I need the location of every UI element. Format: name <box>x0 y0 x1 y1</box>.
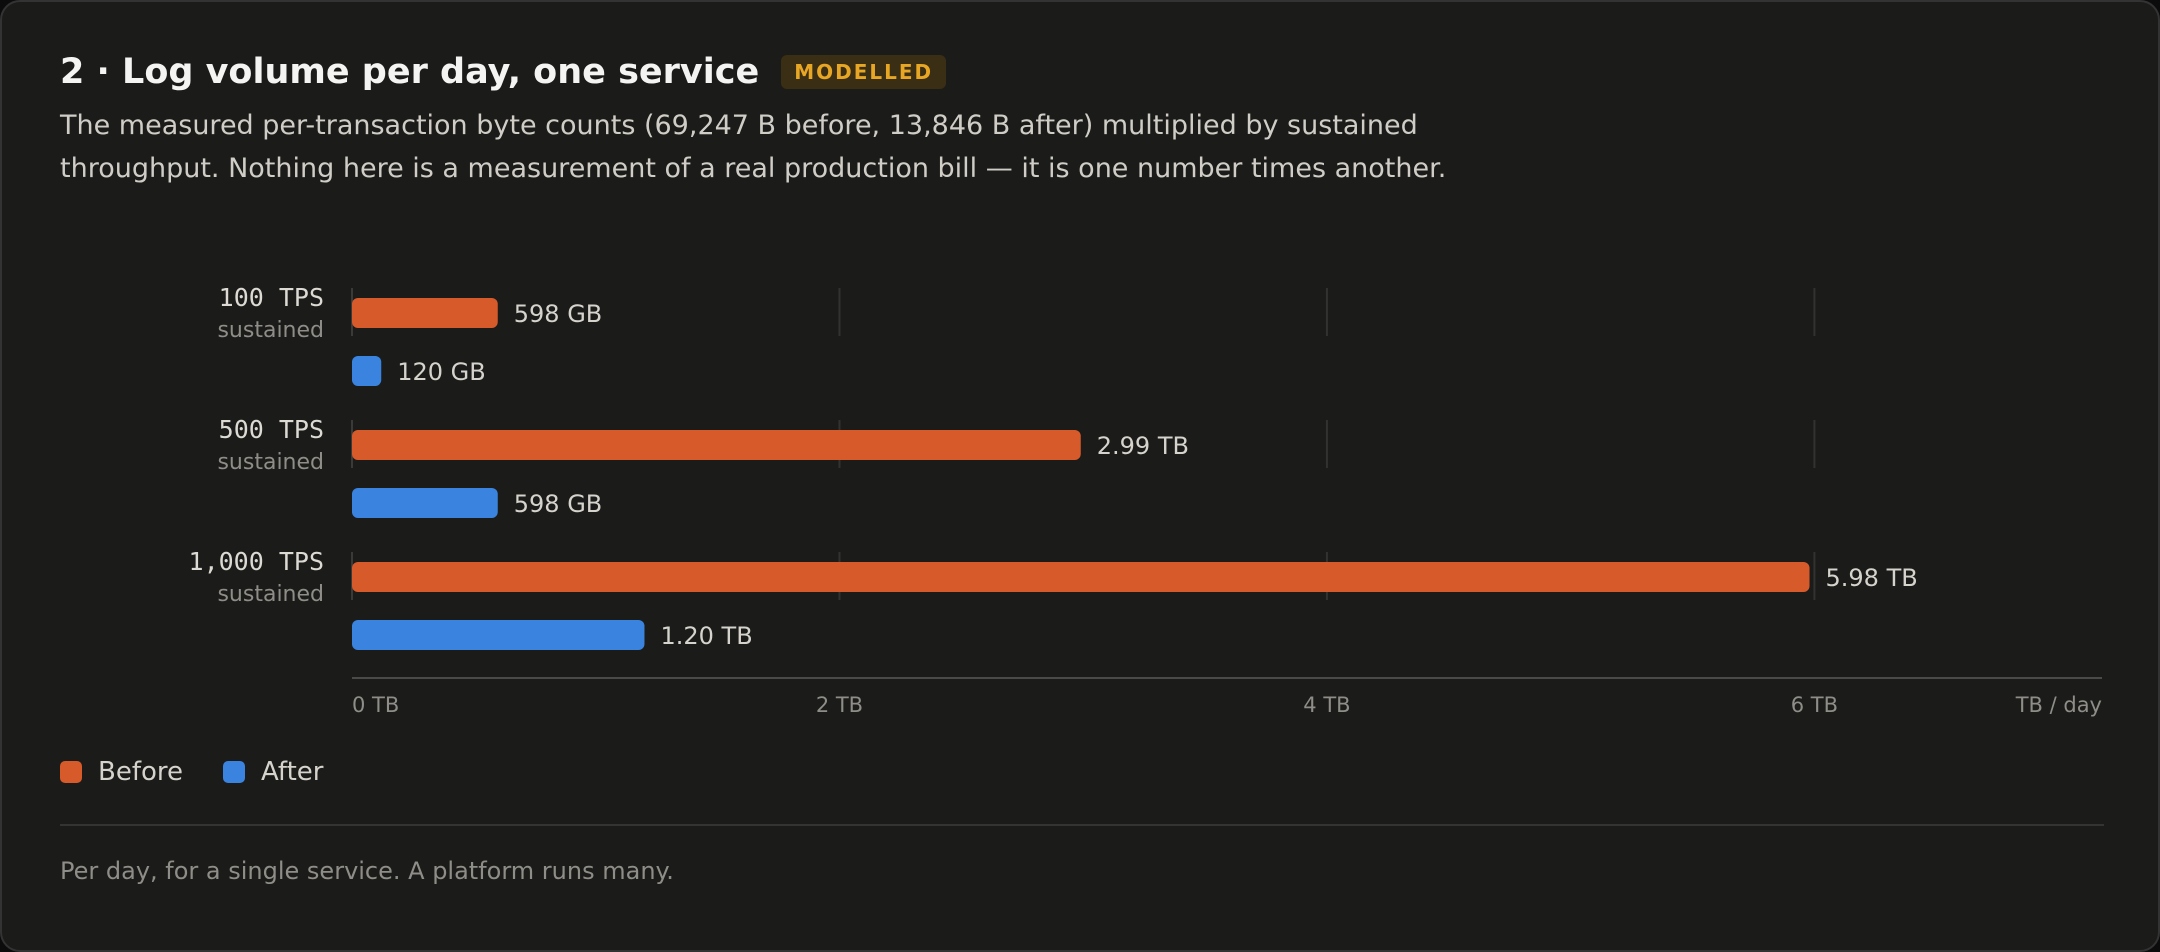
category-label: 1,000 TPS <box>189 547 324 576</box>
category-sublabel: sustained <box>217 450 324 475</box>
category-sublabel: sustained <box>217 318 324 343</box>
data-label: 5.98 TB <box>1826 564 1918 592</box>
tick-label: 0 TB <box>352 693 399 717</box>
tick-label: 6 TB <box>1791 693 1838 717</box>
bar-before <box>352 562 1810 592</box>
legend-label-after: After <box>261 757 324 787</box>
legend-label-before: Before <box>98 757 184 787</box>
legend: Before After <box>60 757 363 787</box>
legend-item-before: Before <box>60 757 183 787</box>
divider <box>60 824 2104 826</box>
legend-swatch-before <box>60 761 82 783</box>
card-header: 2 · Log volume per day, one service MODE… <box>60 52 947 92</box>
legend-item-after: After <box>223 757 323 787</box>
category-label: 100 TPS <box>219 283 324 312</box>
bar-chart: 100 TPS sustained 500 TPS sustained 1,000 TP… <box>189 283 2102 717</box>
category-sublabel: sustained <box>217 582 324 607</box>
chart-description: The measured per-transaction byte counts… <box>60 110 1447 184</box>
bar-before <box>352 298 498 328</box>
data-label: 120 GB <box>397 358 486 386</box>
data-label: 1.20 TB <box>660 622 752 650</box>
tick-label: 4 TB <box>1303 693 1350 717</box>
chart-title: 2 · Log volume per day, one service <box>60 52 760 92</box>
data-label: 598 GB <box>514 490 603 518</box>
data-label: 598 GB <box>514 300 603 328</box>
x-axis-label: TB / day <box>2015 693 2102 717</box>
bar-after <box>352 356 382 386</box>
legend-swatch-after <box>223 761 246 783</box>
category-label: 500 TPS <box>219 415 324 444</box>
bar-after <box>352 620 645 650</box>
bar-after <box>352 488 498 518</box>
tick-label: 2 TB <box>816 693 863 717</box>
data-label: 2.99 TB <box>1097 432 1189 460</box>
modelled-badge: MODELLED <box>781 55 947 89</box>
footnote: Per day, for a single service. A platfor… <box>60 857 674 885</box>
bar-before <box>352 430 1081 460</box>
